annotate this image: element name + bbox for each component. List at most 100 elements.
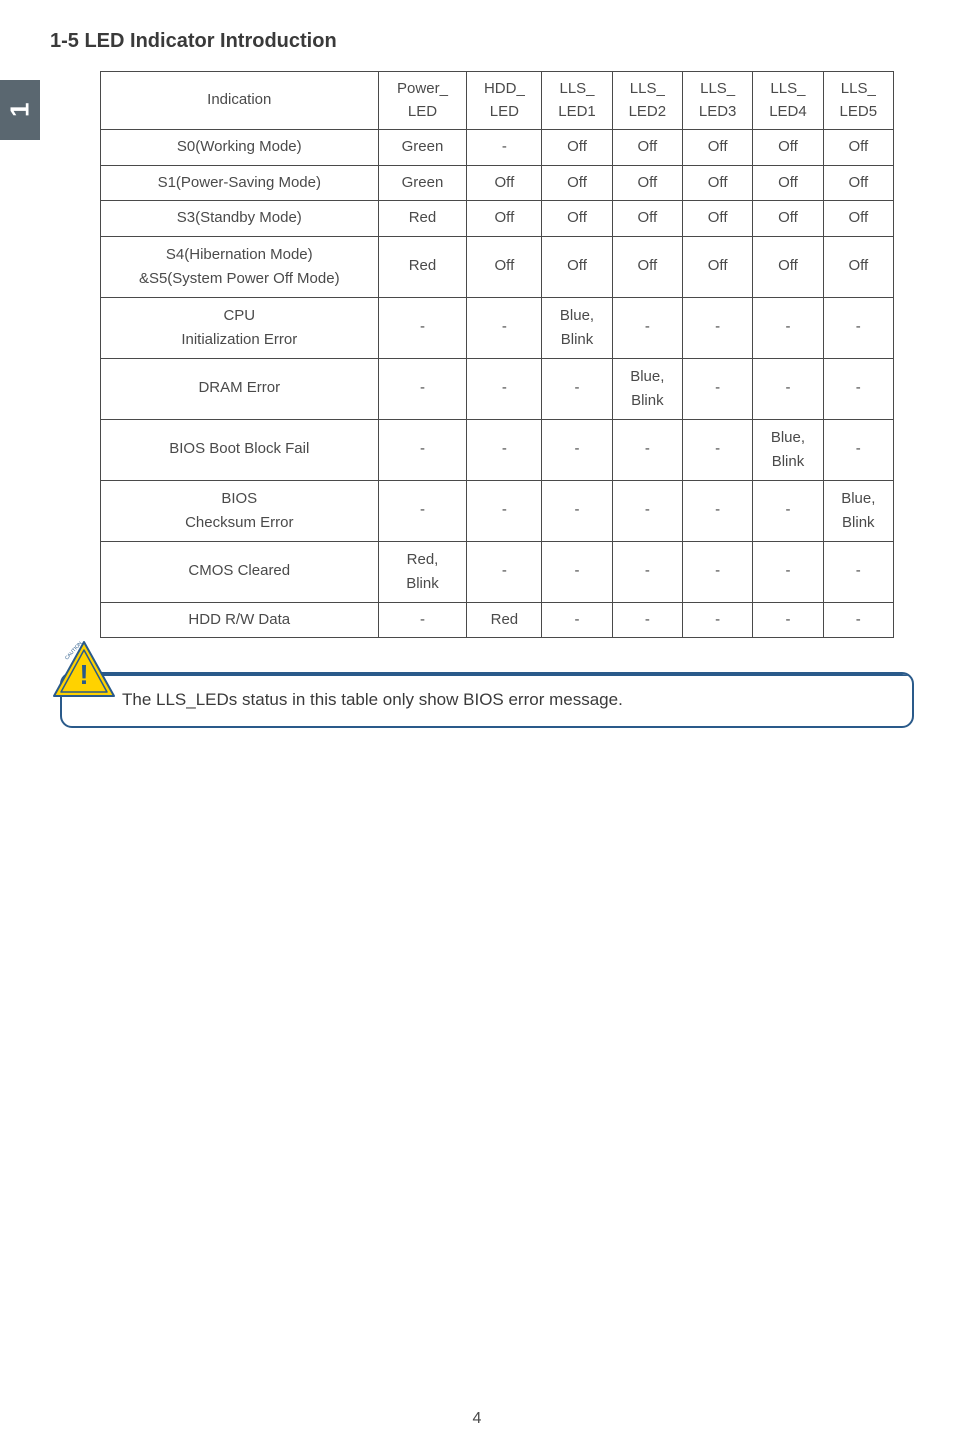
cell-value: Off	[612, 236, 682, 297]
cell-value: Off	[542, 130, 612, 166]
cell-value: Red	[467, 602, 542, 638]
cell-value: Off	[612, 165, 682, 201]
cell-value: -	[682, 480, 752, 541]
cell-value: -	[682, 358, 752, 419]
cell-indication: HDD R/W Data	[101, 602, 379, 638]
cell-value: -	[753, 602, 823, 638]
cell-value: Red	[378, 236, 467, 297]
cell-indication: S4(Hibernation Mode)&S5(System Power Off…	[101, 236, 379, 297]
cell-value: Off	[542, 236, 612, 297]
cell-value: -	[378, 480, 467, 541]
cell-value: Blue,Blink	[612, 358, 682, 419]
cell-value: Off	[753, 165, 823, 201]
cell-value: -	[378, 358, 467, 419]
cell-value: Off	[753, 236, 823, 297]
cell-value: -	[378, 297, 467, 358]
cell-value: Off	[467, 236, 542, 297]
cell-value: Off	[467, 165, 542, 201]
cell-value: -	[823, 602, 893, 638]
col-lls-led2: LLS_LED2	[612, 72, 682, 130]
cell-value: Off	[682, 201, 752, 237]
cell-value: Red,Blink	[378, 541, 467, 602]
table-row: CMOS ClearedRed,Blink------	[101, 541, 894, 602]
table-row: S4(Hibernation Mode)&S5(System Power Off…	[101, 236, 894, 297]
cell-value: -	[823, 297, 893, 358]
cell-value: -	[823, 419, 893, 480]
cell-value: -	[542, 602, 612, 638]
cell-value: -	[542, 480, 612, 541]
cell-value: Off	[823, 165, 893, 201]
caution-icon: ! CAUTION	[52, 640, 116, 700]
caution-box: The LLS_LEDs status in this table only s…	[60, 672, 914, 728]
cell-value: Off	[753, 201, 823, 237]
cell-value: -	[753, 480, 823, 541]
cell-value: -	[612, 480, 682, 541]
cell-value: Blue,Blink	[753, 419, 823, 480]
cell-value: -	[823, 541, 893, 602]
cell-value: -	[467, 130, 542, 166]
cell-value: Blue,Blink	[823, 480, 893, 541]
col-lls-led4: LLS_LED4	[753, 72, 823, 130]
cell-indication: S1(Power-Saving Mode)	[101, 165, 379, 201]
cell-value: Off	[542, 201, 612, 237]
chapter-side-tab: 1	[0, 80, 40, 140]
cell-value: Blue,Blink	[542, 297, 612, 358]
cell-value: Off	[823, 201, 893, 237]
caution-mark: !	[79, 659, 88, 690]
cell-value: Red	[378, 201, 467, 237]
table-row: BIOSChecksum Error------Blue,Blink	[101, 480, 894, 541]
col-lls-led1: LLS_LED1	[542, 72, 612, 130]
cell-value: -	[378, 602, 467, 638]
cell-value: Green	[378, 130, 467, 166]
cell-value: Off	[753, 130, 823, 166]
cell-value: -	[612, 297, 682, 358]
cell-value: -	[467, 419, 542, 480]
cell-value: -	[467, 541, 542, 602]
col-lls-led3: LLS_LED3	[682, 72, 752, 130]
col-lls-led5: LLS_LED5	[823, 72, 893, 130]
cell-indication: BIOS Boot Block Fail	[101, 419, 379, 480]
cell-value: -	[682, 419, 752, 480]
cell-indication: CMOS Cleared	[101, 541, 379, 602]
section-title: 1-5 LED Indicator Introduction	[0, 0, 954, 53]
table-row: S0(Working Mode)Green-OffOffOffOffOff	[101, 130, 894, 166]
cell-value: Off	[612, 201, 682, 237]
cell-value: Off	[682, 236, 752, 297]
cell-value: -	[467, 480, 542, 541]
cell-value: -	[612, 602, 682, 638]
cell-value: -	[378, 419, 467, 480]
col-indication: Indication	[101, 72, 379, 130]
cell-value: Off	[542, 165, 612, 201]
cell-value: -	[682, 297, 752, 358]
cell-value: -	[682, 541, 752, 602]
led-indicator-table: Indication Power_LED HDD_LED LLS_LED1 LL…	[100, 71, 894, 638]
cell-value: Off	[823, 236, 893, 297]
cell-value: -	[823, 358, 893, 419]
col-power-led: Power_LED	[378, 72, 467, 130]
table-row: S3(Standby Mode)RedOffOffOffOffOffOff	[101, 201, 894, 237]
table-row: DRAM Error---Blue,Blink---	[101, 358, 894, 419]
cell-value: Off	[682, 130, 752, 166]
cell-indication: DRAM Error	[101, 358, 379, 419]
cell-value: Off	[467, 201, 542, 237]
cell-value: -	[467, 358, 542, 419]
cell-value: -	[542, 419, 612, 480]
cell-value: Off	[612, 130, 682, 166]
table-row: HDD R/W Data-Red-----	[101, 602, 894, 638]
led-table-wrap: Indication Power_LED HDD_LED LLS_LED1 LL…	[100, 71, 894, 638]
cell-value: -	[753, 358, 823, 419]
table-row: BIOS Boot Block Fail-----Blue,Blink-	[101, 419, 894, 480]
cell-indication: S3(Standby Mode)	[101, 201, 379, 237]
cell-indication: BIOSChecksum Error	[101, 480, 379, 541]
cell-indication: S0(Working Mode)	[101, 130, 379, 166]
cell-value: -	[542, 541, 612, 602]
caution-text: The LLS_LEDs status in this table only s…	[122, 690, 623, 709]
cell-value: -	[753, 297, 823, 358]
cell-value: Off	[823, 130, 893, 166]
table-header-row: Indication Power_LED HDD_LED LLS_LED1 LL…	[101, 72, 894, 130]
cell-value: -	[612, 541, 682, 602]
table-row: CPUInitialization Error--Blue,Blink----	[101, 297, 894, 358]
cell-value: Off	[682, 165, 752, 201]
cell-value: -	[612, 419, 682, 480]
cell-value: Green	[378, 165, 467, 201]
